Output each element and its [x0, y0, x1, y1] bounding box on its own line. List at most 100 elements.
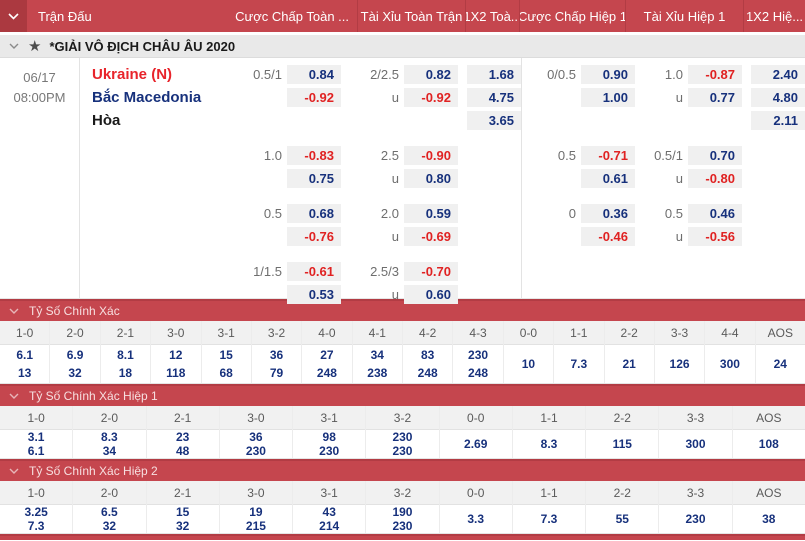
- score-odds-cell[interactable]: 36: [249, 430, 263, 444]
- score-odds-cell[interactable]: 98: [322, 430, 336, 444]
- score-odds-cell[interactable]: 43: [322, 505, 336, 519]
- odds-cell[interactable]: -0.70: [404, 262, 458, 281]
- odds-cell[interactable]: 2.11: [751, 111, 805, 130]
- score-odds-cell[interactable]: 8.3: [101, 430, 118, 444]
- odds-cell[interactable]: 0.68: [287, 204, 341, 223]
- score-odds-cell[interactable]: 230: [245, 444, 266, 458]
- score-odds-cell[interactable]: 8.1: [117, 348, 134, 363]
- score-odds-cell[interactable]: 108: [758, 437, 779, 451]
- score-odds-cell[interactable]: 215: [245, 519, 266, 533]
- score-odds-cell[interactable]: 68: [219, 365, 233, 380]
- odds-cell[interactable]: -0.83: [287, 146, 341, 165]
- score-odds-cell[interactable]: 7.3: [570, 357, 588, 371]
- score-odds-cell[interactable]: 238: [367, 365, 388, 380]
- odds-cell[interactable]: 0.53: [287, 285, 341, 304]
- score-odds-cell[interactable]: 32: [102, 519, 117, 533]
- score-odds-cell[interactable]: 18: [118, 365, 133, 380]
- score-odds-cell[interactable]: 230: [685, 512, 706, 526]
- score-odds-cell[interactable]: 8.3: [540, 437, 558, 451]
- score-odds-cell[interactable]: 83: [421, 348, 435, 363]
- score-odds-cell[interactable]: 248: [316, 365, 337, 380]
- score-odds-cell[interactable]: 126: [669, 357, 690, 371]
- score-odds-cell[interactable]: 13: [18, 365, 32, 380]
- score-odds-cell[interactable]: 230: [392, 519, 413, 533]
- score-odds-cell[interactable]: 32: [68, 365, 82, 380]
- odds-cell[interactable]: -0.92: [287, 88, 341, 107]
- score-odds-cell[interactable]: 3.3: [467, 512, 485, 526]
- score-odds-cell[interactable]: 248: [468, 365, 489, 380]
- score-odds-cell[interactable]: 21: [622, 357, 636, 371]
- favorite-star-icon[interactable]: ★: [28, 38, 42, 55]
- score-odds-cell[interactable]: 19: [249, 505, 263, 519]
- odds-cell[interactable]: 0.36: [581, 204, 635, 223]
- odds-cell[interactable]: 1.00: [581, 88, 635, 107]
- score-odds-cell[interactable]: 55: [615, 512, 629, 526]
- score-odds-cell[interactable]: 7.3: [540, 512, 558, 526]
- score-odds-cell[interactable]: 15: [175, 505, 190, 519]
- score-odds-cell[interactable]: 48: [175, 444, 190, 458]
- score-odds-cell[interactable]: 115: [612, 437, 632, 451]
- section-header-correct-score-h2[interactable]: Tỷ Số Chính Xác Hiệp 2: [0, 459, 805, 481]
- odds-cell[interactable]: -0.90: [404, 146, 458, 165]
- odds-cell[interactable]: 4.75: [467, 88, 521, 107]
- odds-cell[interactable]: 0.90: [581, 65, 635, 84]
- odds-cell[interactable]: 0.46: [688, 204, 742, 223]
- odds-cell[interactable]: -0.46: [581, 227, 635, 246]
- score-odds-cell[interactable]: 118: [166, 365, 186, 380]
- score-odds-cell[interactable]: 300: [685, 437, 706, 451]
- odds-cell[interactable]: 2.40: [751, 65, 805, 84]
- score-odds-cell[interactable]: 7.3: [27, 519, 45, 533]
- score-odds-cell[interactable]: 32: [175, 519, 190, 533]
- score-odds-cell[interactable]: 230: [392, 444, 413, 458]
- odds-cell[interactable]: -0.56: [688, 227, 742, 246]
- odds-cell[interactable]: 0.61: [581, 169, 635, 188]
- score-odds-cell[interactable]: 2.69: [464, 437, 488, 451]
- odds-cell[interactable]: -0.92: [404, 88, 458, 107]
- score-odds-cell[interactable]: 300: [719, 357, 740, 371]
- odds-cell[interactable]: -0.80: [688, 169, 742, 188]
- odds-cell[interactable]: 0.70: [688, 146, 742, 165]
- odds-cell[interactable]: -0.69: [404, 227, 458, 246]
- chevron-down-icon[interactable]: [9, 43, 19, 49]
- score-odds-cell[interactable]: 230: [319, 444, 340, 458]
- odds-cell[interactable]: 0.60: [404, 285, 458, 304]
- score-odds-cell[interactable]: 12: [169, 348, 183, 363]
- score-odds-cell[interactable]: 23: [175, 430, 190, 444]
- score-odds-cell[interactable]: 6.5: [101, 505, 118, 519]
- section-header-correct-score[interactable]: Tỷ Số Chính Xác: [0, 299, 805, 321]
- score-odds-cell[interactable]: 190: [392, 505, 413, 519]
- score-odds-cell[interactable]: 15: [219, 348, 233, 363]
- score-odds-cell[interactable]: 214: [319, 519, 340, 533]
- score-odds-cell[interactable]: 34: [370, 348, 384, 363]
- score-odds-cell[interactable]: 36: [269, 348, 284, 363]
- odds-cell[interactable]: 1.68: [467, 65, 521, 84]
- score-odds-cell[interactable]: 230: [468, 348, 489, 363]
- odds-cell[interactable]: 0.77: [688, 88, 742, 107]
- score-odds-cell[interactable]: 3.25: [24, 505, 48, 519]
- odds-cell[interactable]: 0.75: [287, 169, 341, 188]
- score-odds-cell[interactable]: 6.1: [16, 348, 34, 363]
- score-odds-cell[interactable]: 3.1: [27, 430, 45, 444]
- odds-cell[interactable]: -0.87: [688, 65, 742, 84]
- odds-cell[interactable]: -0.76: [287, 227, 341, 246]
- score-odds-cell[interactable]: 34: [102, 444, 117, 458]
- section-header-correct-score-h1[interactable]: Tỷ Số Chính Xác Hiệp 1: [0, 384, 805, 406]
- score-odds-cell[interactable]: 38: [762, 512, 776, 526]
- score-odds-cell[interactable]: 10: [521, 357, 536, 371]
- odds-cell[interactable]: -0.61: [287, 262, 341, 281]
- odds-cell[interactable]: 3.65: [467, 111, 521, 130]
- odds-cell[interactable]: 0.80: [404, 169, 458, 188]
- odds-cell[interactable]: 4.80: [751, 88, 805, 107]
- score-odds-cell[interactable]: 6.9: [66, 348, 84, 363]
- score-odds-cell[interactable]: 248: [417, 365, 438, 380]
- score-odds-cell[interactable]: 230: [392, 430, 413, 444]
- collapse-all-button[interactable]: [0, 0, 27, 32]
- score-odds-cell[interactable]: 79: [269, 365, 284, 380]
- odds-cell[interactable]: 0.59: [404, 204, 458, 223]
- league-row[interactable]: ★ *GIẢI VÔ ĐỊCH CHÂU ÂU 2020: [0, 35, 805, 58]
- score-odds-cell[interactable]: 24: [773, 357, 787, 371]
- odds-cell[interactable]: -0.71: [581, 146, 635, 165]
- score-odds-cell[interactable]: 27: [320, 348, 334, 363]
- score-odds-cell[interactable]: 6.1: [27, 444, 45, 458]
- odds-cell[interactable]: 0.82: [404, 65, 458, 84]
